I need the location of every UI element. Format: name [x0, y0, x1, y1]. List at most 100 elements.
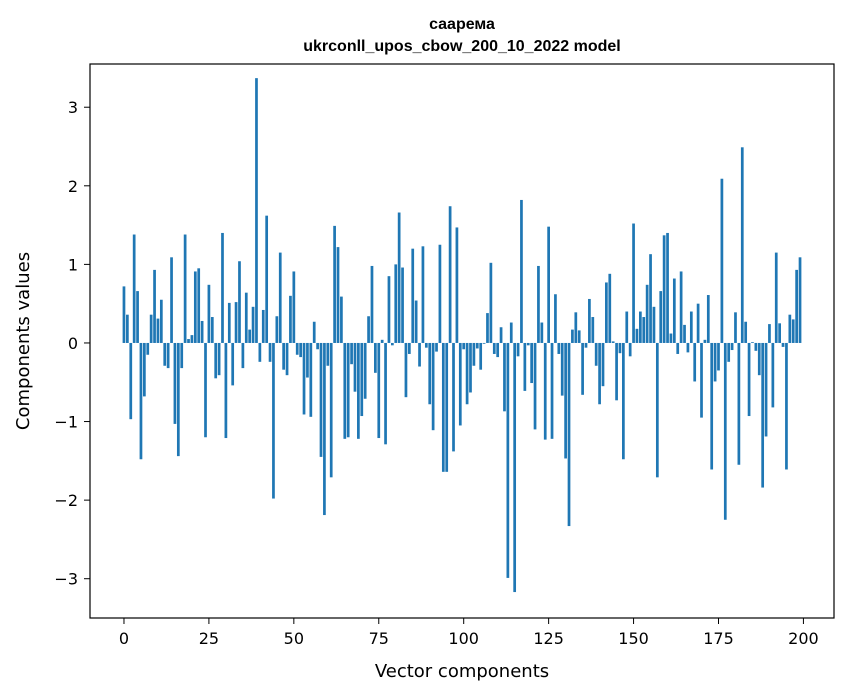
bar-16	[176, 342, 180, 457]
bar-76	[380, 339, 384, 343]
bar-20	[190, 335, 194, 343]
y-tick-label: −1	[54, 413, 78, 432]
bar-164	[679, 271, 683, 343]
bar-29	[221, 232, 224, 343]
bar-42	[265, 215, 269, 343]
bar-183	[744, 321, 748, 343]
bar-19	[187, 339, 190, 343]
x-tick-label: 25	[199, 629, 219, 648]
bar-162	[672, 278, 676, 343]
bar-173	[710, 342, 714, 470]
bar-155	[649, 254, 652, 343]
bar-122	[537, 265, 540, 343]
x-tick-label: 75	[369, 629, 389, 648]
bar-40	[258, 342, 262, 362]
bar-80	[394, 264, 398, 343]
bar-168	[693, 342, 697, 382]
bar-67	[350, 342, 353, 365]
bar-181	[737, 342, 741, 465]
x-tick-label: 100	[448, 629, 479, 648]
bar-88	[421, 246, 425, 343]
bar-15	[173, 342, 177, 424]
bar-32	[231, 342, 235, 386]
bar-7	[146, 342, 150, 355]
bar-12	[163, 342, 167, 366]
bar-36	[244, 292, 248, 343]
bar-2	[129, 342, 133, 420]
bar-150	[632, 223, 635, 343]
bar-6	[143, 342, 146, 397]
y-tick-label: −3	[54, 570, 78, 589]
bar-22	[197, 268, 201, 343]
bar-73	[370, 265, 374, 343]
chart-title-line-1: саарема	[429, 16, 495, 33]
bar-47	[282, 342, 285, 370]
bar-121	[533, 342, 537, 430]
bar-45	[275, 316, 279, 343]
x-tick-label: 200	[788, 629, 819, 648]
x-axis-ticks: 0 25 50 75 100 125 150 175 200	[119, 618, 819, 648]
bar-74	[374, 342, 377, 373]
bar-63	[336, 247, 340, 343]
bar-184	[747, 342, 751, 417]
bar-125	[547, 226, 550, 343]
bar-8	[149, 314, 153, 343]
x-tick-label: 125	[533, 629, 564, 648]
bar-176	[720, 178, 724, 343]
bar-53	[302, 342, 306, 415]
bar-115	[513, 342, 517, 593]
bar-23	[200, 320, 204, 343]
bar-120	[530, 342, 533, 384]
bar-178	[727, 342, 731, 362]
bar-71	[363, 342, 367, 399]
bar-86	[414, 300, 418, 343]
bar-160	[666, 232, 669, 343]
plot-frame	[89, 63, 835, 619]
bar-117	[520, 199, 523, 343]
bar-66	[346, 342, 350, 438]
bar-118	[523, 342, 527, 391]
bar-5	[139, 342, 143, 460]
bar-107	[486, 313, 489, 343]
bar-130	[564, 342, 567, 459]
bar-52	[299, 342, 302, 358]
bar-90	[428, 342, 432, 405]
bar-157	[655, 342, 659, 478]
bar-195	[785, 342, 788, 470]
bar-64	[340, 296, 343, 343]
y-tick-label: 2	[68, 177, 78, 196]
bar-96	[448, 206, 452, 343]
bar-132	[571, 329, 574, 343]
bar-149	[628, 342, 632, 357]
bar-48	[285, 342, 289, 376]
bar-10	[156, 318, 160, 343]
bar-41	[261, 309, 265, 343]
bar-50	[292, 271, 296, 343]
bar-110	[496, 342, 500, 358]
bar-58	[319, 342, 323, 457]
bar-103	[472, 342, 476, 366]
bar-119	[526, 342, 530, 346]
bar-131	[567, 342, 571, 527]
bar-109	[492, 342, 496, 354]
bar-199	[798, 257, 802, 343]
bar-177	[723, 342, 727, 520]
bar-182	[740, 147, 744, 343]
bar-134	[577, 330, 581, 343]
bar-141	[601, 342, 605, 387]
bar-61	[329, 342, 333, 478]
bar-38	[251, 306, 255, 343]
bar-166	[686, 342, 690, 353]
y-tick-label: 3	[68, 98, 78, 117]
bar-143	[608, 273, 612, 343]
bar-18	[183, 234, 187, 343]
bar-13	[166, 342, 170, 369]
bar-167	[689, 311, 693, 343]
bar-194	[781, 342, 785, 347]
bar-147	[622, 342, 625, 460]
bar-49	[289, 295, 292, 343]
bar-100	[462, 342, 466, 350]
bar-114	[509, 322, 513, 343]
bar-188	[761, 342, 765, 488]
bar-154	[645, 284, 649, 343]
